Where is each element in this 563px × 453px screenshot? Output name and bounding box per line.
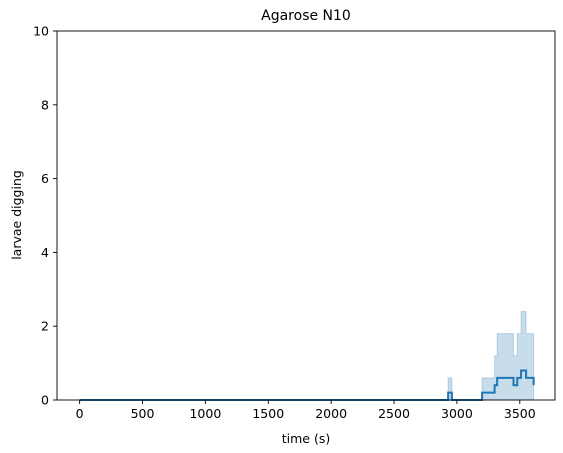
x-tick-label: 3000 <box>441 406 473 421</box>
x-tick-label: 1500 <box>252 406 284 421</box>
y-tick-label: 8 <box>41 97 49 112</box>
plot-frame <box>56 30 556 401</box>
x-tick-label: 3500 <box>504 406 536 421</box>
x-tick-label: 500 <box>131 406 155 421</box>
confidence-band-layer <box>79 310 535 401</box>
y-tick-label: 10 <box>33 24 49 39</box>
y-tick-label: 6 <box>41 171 49 186</box>
y-tick-label: 4 <box>41 245 49 260</box>
x-axis-label: time (s) <box>282 431 330 446</box>
x-tick-label: 1000 <box>189 406 221 421</box>
x-ticks: 0 500 1000 1500 2000 2500 3000 3500 <box>76 400 536 421</box>
confidence-band <box>79 310 535 401</box>
x-tick-label: 0 <box>76 406 84 421</box>
series-line <box>79 369 535 401</box>
chart-title: Agarose N10 <box>261 8 351 24</box>
axes <box>56 30 556 401</box>
x-tick-label: 2000 <box>315 406 347 421</box>
y-ticks: 0 2 4 6 8 10 <box>33 24 57 408</box>
series-line-layer <box>79 369 535 401</box>
y-axis-label: larvae digging <box>9 170 24 260</box>
y-tick-label: 0 <box>41 393 49 408</box>
y-tick-label: 2 <box>41 319 49 334</box>
x-tick-label: 2500 <box>378 406 410 421</box>
